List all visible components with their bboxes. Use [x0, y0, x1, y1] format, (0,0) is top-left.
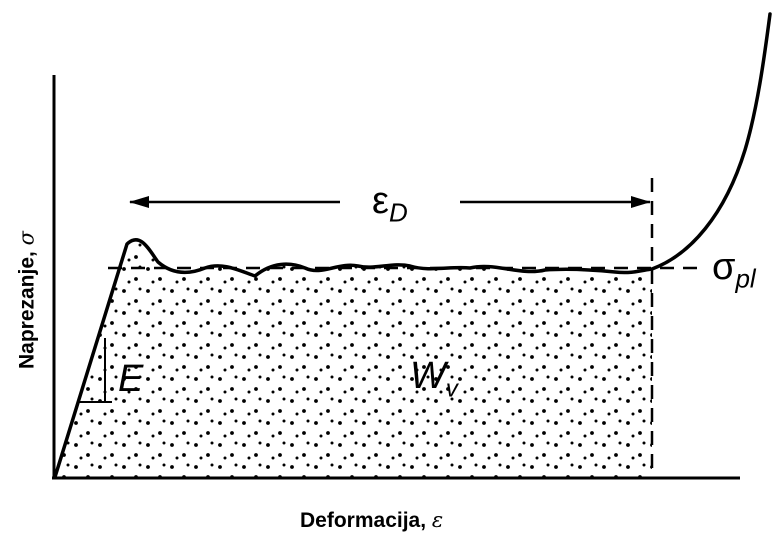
y-axis-label-text: Naprezanje, — [15, 245, 39, 370]
y-axis-label: Naprezanje, σ — [15, 231, 40, 369]
densification-label: εD — [372, 180, 408, 229]
modulus-label: E — [118, 358, 144, 400]
energy-label-main: W — [410, 355, 446, 397]
energy-region — [55, 239, 652, 477]
stress-strain-curve — [53, 12, 772, 479]
energy-label: Wv — [410, 355, 458, 404]
plateau-stress-label: σpl — [712, 246, 756, 295]
x-axis-symbol: ε — [431, 508, 444, 532]
plateau-label-main: σ — [712, 246, 736, 288]
densification-label-main: ε — [372, 180, 389, 222]
y-axis-symbol: σ — [14, 230, 39, 246]
energy-label-sub: v — [445, 375, 458, 403]
x-axis-label-text: Deformacija, — [300, 509, 432, 532]
x-axis-label: Deformacija, ε — [300, 508, 443, 533]
plateau-label-sub: pl — [735, 263, 756, 294]
densification-label-sub: D — [388, 197, 408, 228]
